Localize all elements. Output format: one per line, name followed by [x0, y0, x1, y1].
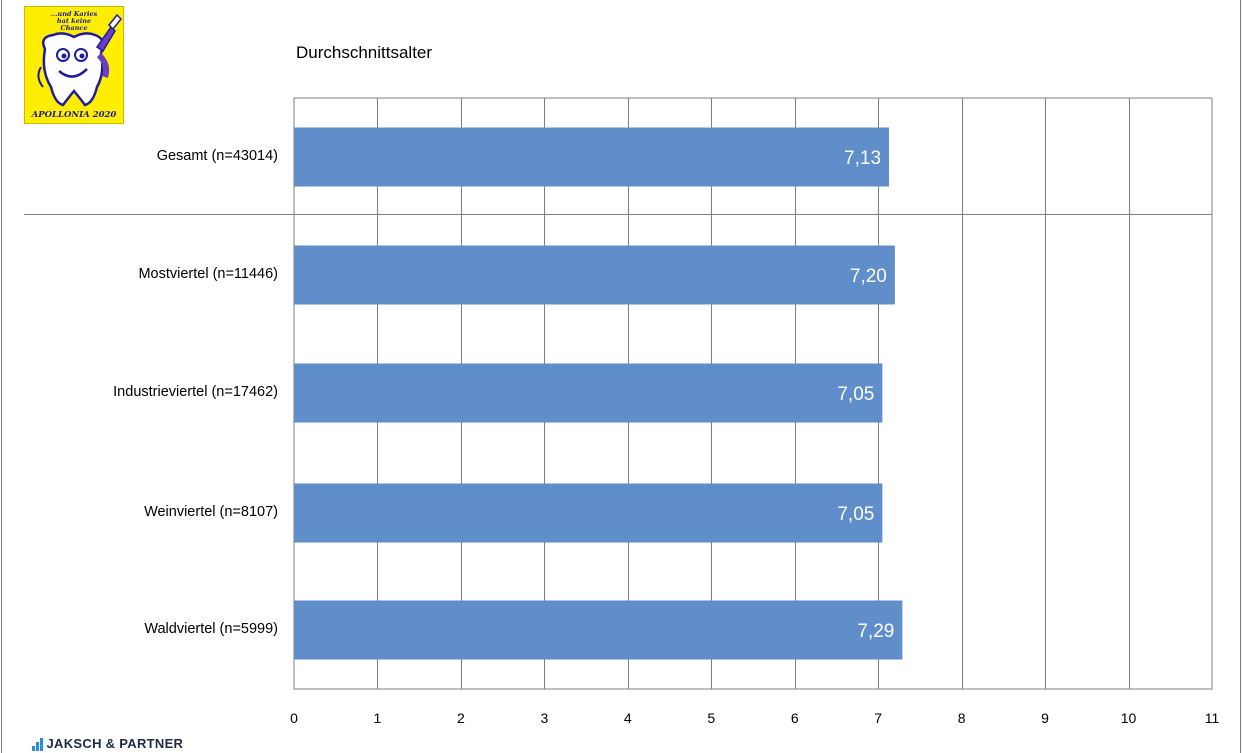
- x-tick-label: 3: [540, 710, 549, 726]
- bar: [294, 245, 895, 305]
- bar-value-label: 7,20: [850, 266, 887, 287]
- x-tick-label: 11: [1204, 710, 1220, 726]
- tooth-mascot-icon: ...und Karies hat keine Chance: [37, 10, 123, 107]
- category-label: Mostviertel (n=11446): [138, 266, 278, 282]
- brand-name: JAKSCH & PARTNER: [46, 736, 184, 751]
- bar: [294, 363, 883, 423]
- x-tick-label: 2: [457, 710, 465, 726]
- svg-text:hat keine: hat keine: [57, 17, 91, 25]
- x-tick-label: 6: [790, 710, 799, 726]
- bar: [294, 127, 890, 187]
- x-tick-label: 0: [290, 710, 298, 726]
- x-tick-label: 5: [707, 710, 716, 726]
- svg-text:...und Karies: ...und Karies: [51, 10, 98, 18]
- x-tick-label: 4: [623, 710, 632, 726]
- category-label: Weinviertel (n=8107): [144, 504, 278, 520]
- apollonia-logo: ...und Karies hat keine Chance APOLLONIA…: [24, 6, 124, 124]
- bar-value-label: 7,05: [837, 384, 874, 405]
- bar-value-label: 7,29: [857, 621, 894, 642]
- x-tick-label: 7: [874, 710, 883, 726]
- chart-frame-left-border: [1, 0, 2, 753]
- bar-value-label: 7,13: [844, 148, 881, 169]
- bar-value-label: 7,05: [837, 504, 874, 525]
- bar-signal-icon: [32, 738, 43, 751]
- x-tick-label: 10: [1120, 710, 1137, 726]
- bar: [294, 483, 883, 543]
- jaksch-partner-logo: JAKSCH & PARTNER: [32, 735, 183, 751]
- x-tick-label: 8: [957, 710, 966, 726]
- category-label: Gesamt (n=43014): [156, 148, 278, 164]
- svg-text:Chance: Chance: [61, 24, 88, 32]
- x-tick-label: 1: [373, 710, 382, 726]
- chart-title: Durchschnittsalter: [296, 43, 433, 62]
- category-label: Waldviertel (n=5999): [144, 621, 278, 637]
- x-tick-label: 9: [1041, 710, 1049, 726]
- chart-frame-right-border: [1240, 0, 1241, 753]
- category-label: Industrieviertel (n=17462): [113, 384, 278, 400]
- bar: [294, 600, 903, 660]
- logo-caption: APOLLONIA 2020: [31, 110, 117, 120]
